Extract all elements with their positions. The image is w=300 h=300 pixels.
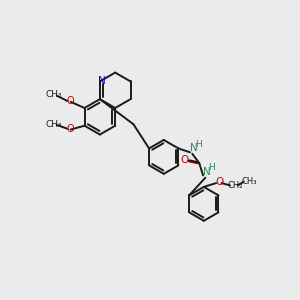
Text: O: O: [66, 96, 74, 106]
Text: O: O: [66, 124, 74, 134]
Text: CH₃: CH₃: [242, 177, 257, 186]
Text: CH₃: CH₃: [45, 120, 62, 129]
Text: O: O: [215, 177, 223, 187]
Text: O: O: [181, 155, 189, 165]
Text: CH₂: CH₂: [228, 181, 243, 190]
Text: N: N: [98, 76, 106, 86]
Text: N: N: [203, 167, 211, 176]
Text: N: N: [190, 143, 198, 153]
Text: CH₃: CH₃: [45, 90, 62, 99]
Text: H: H: [208, 163, 215, 172]
Text: H: H: [195, 140, 202, 149]
